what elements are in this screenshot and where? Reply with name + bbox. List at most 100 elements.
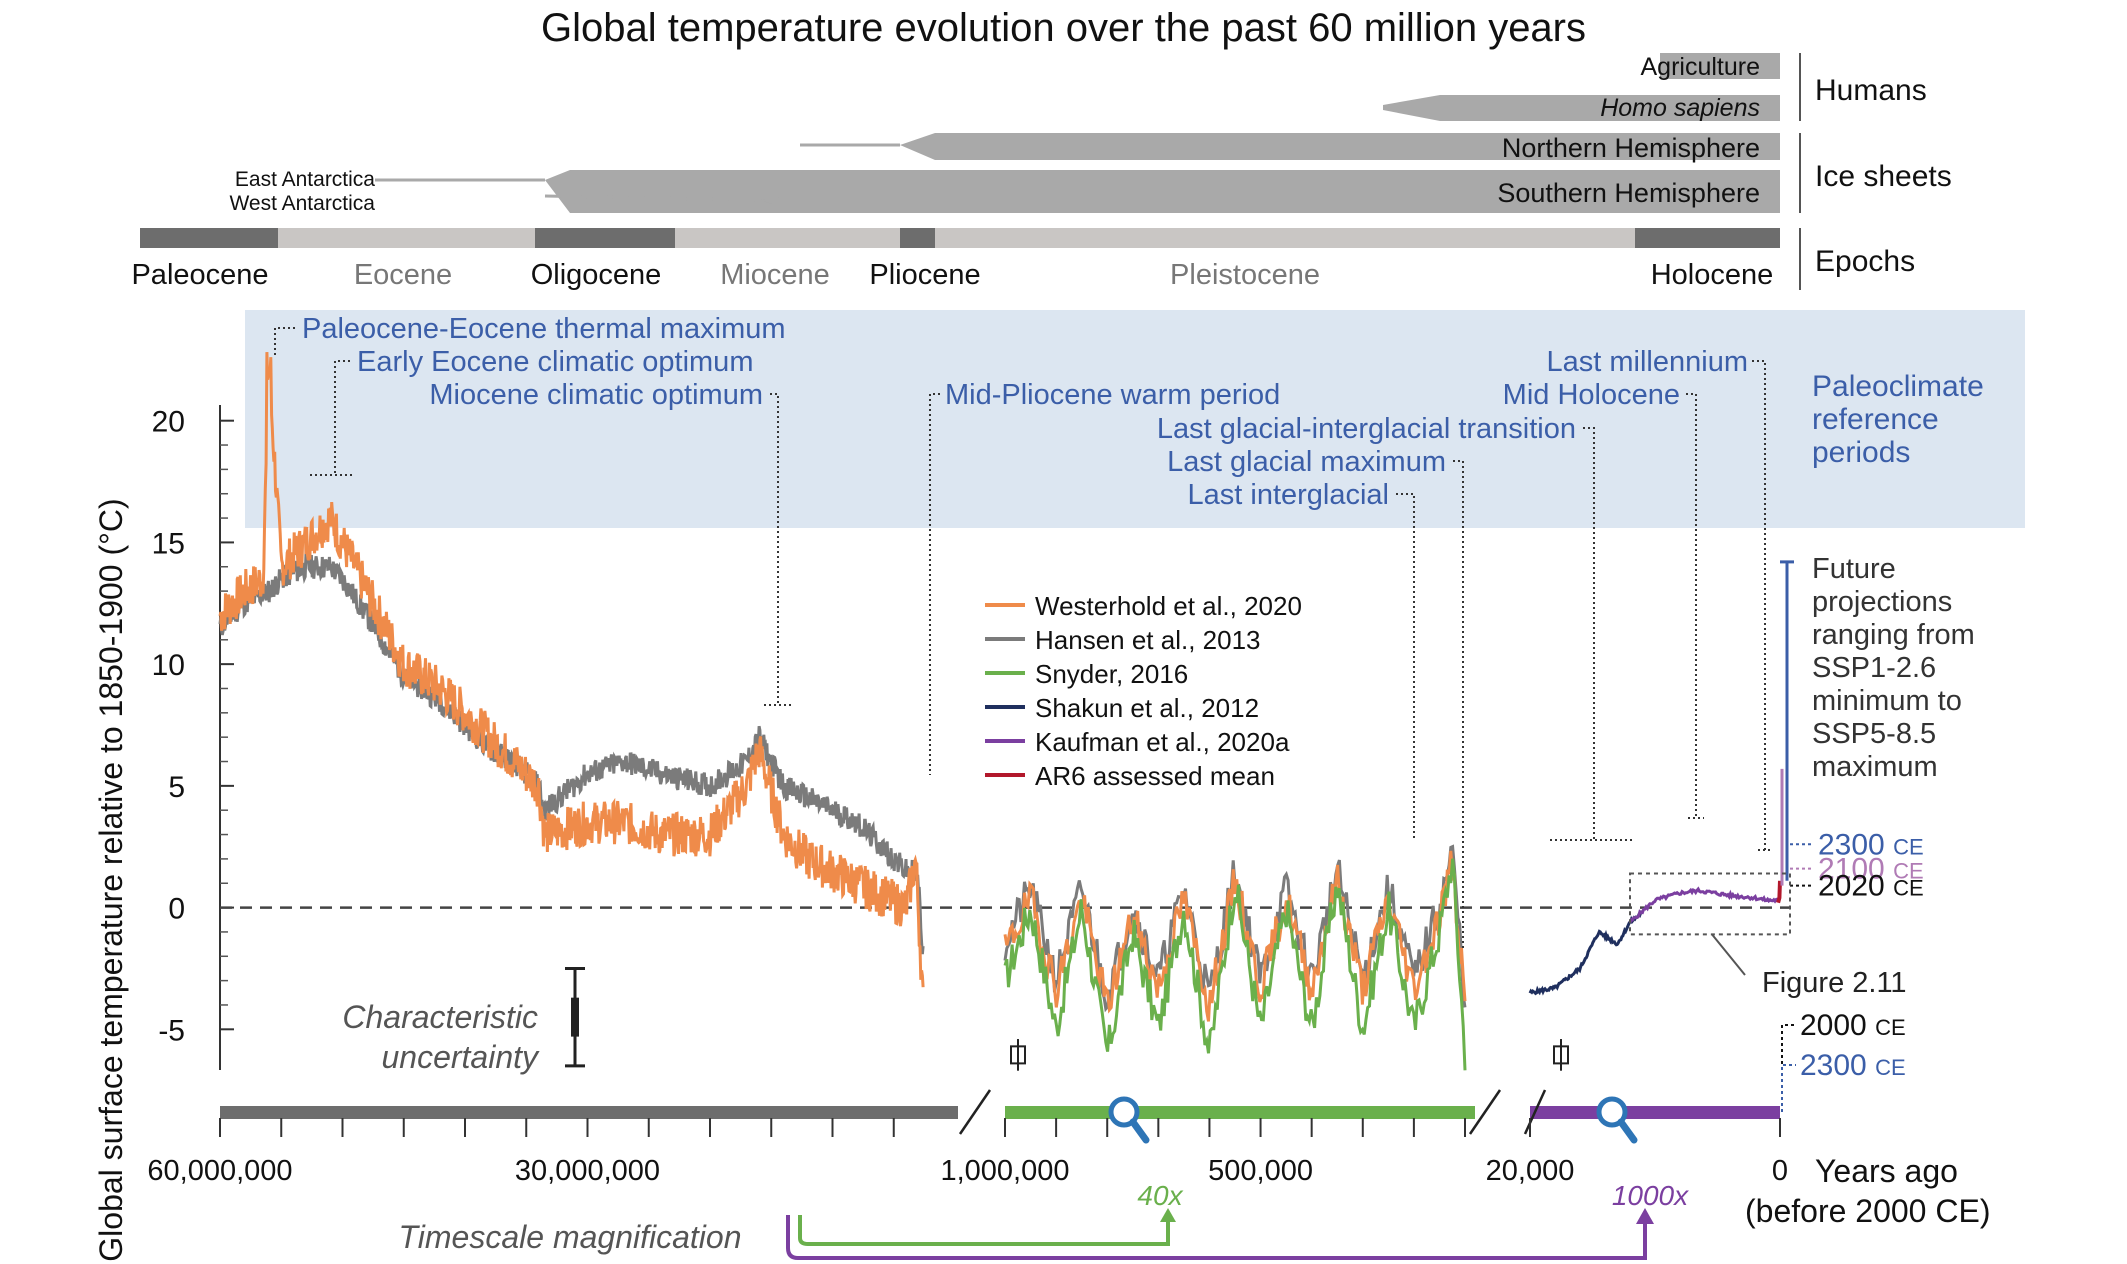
y-tick-label: 20 (152, 406, 185, 439)
ref-label-eeco: Early Eocene climatic optimum (357, 346, 753, 378)
series-line-holocene (1528, 910, 1644, 996)
ref-label-mid-holocene: Mid Holocene (1503, 379, 1680, 411)
epoch-label-eocene: Eocene (354, 259, 452, 291)
epoch-label-pleistocene: Pleistocene (1170, 259, 1320, 291)
ref-leader-mpwp (929, 393, 940, 775)
ice-sheets-label: Ice sheets (1815, 160, 1952, 193)
lower-marker-leader (1781, 1064, 1796, 1112)
era-label: CE (1875, 1055, 1906, 1080)
x-tick-label: 0 (1772, 1155, 1788, 1187)
west-antarctica-arrow (760, 196, 790, 210)
y-tick-label: 5 (168, 771, 185, 804)
y-axis-label: Global surface temperature relative to 1… (93, 498, 129, 1261)
magnifier-icon-handle (1617, 1118, 1638, 1144)
legend-label: Hansen et al., 2013 (1035, 625, 1261, 655)
reference-periods-label: periods (1812, 436, 1910, 469)
ref-label-mco: Miocene climatic optimum (429, 379, 763, 411)
timescale-magnification-label: Timescale magnification (399, 1219, 742, 1255)
ref-leader-mid-holocene (1686, 393, 1704, 819)
magnifier-icon (1108, 1096, 1140, 1128)
homo-sapiens-label: Homo sapiens (1600, 94, 1760, 122)
magnification-1000x: 1000x (1612, 1180, 1689, 1211)
epoch-segment (935, 228, 1635, 248)
ref-leader-lig (1396, 493, 1415, 840)
northern-hemisphere-bar (900, 133, 1780, 160)
era-label: CE (1893, 834, 1924, 859)
x-tick-label: 30,000,000 (515, 1155, 660, 1187)
epoch-label-oligocene: Oligocene (531, 259, 662, 291)
axis-break (958, 1089, 992, 1135)
lower-marker-2300: 2300 CE (1800, 1049, 1906, 1082)
future-projections-text: SSP1-2.6 (1812, 652, 1936, 684)
epoch-segment (900, 228, 935, 248)
epoch-label-pliocene: Pliocene (869, 259, 980, 291)
ref-leader-lgit (1550, 427, 1635, 841)
ref-label-petm: Paleocene-Eocene thermal maximum (302, 313, 786, 345)
epoch-label-holocene: Holocene (1651, 259, 1774, 291)
ref-label-last-millennium: Last millennium (1547, 346, 1748, 378)
figure-ref-label: Figure 2.11 (1762, 967, 1907, 999)
future-projections-text: ranging from (1812, 619, 1975, 651)
epochs-label: Epochs (1815, 245, 1915, 278)
ref-label-lgit: Last glacial-interglacial transition (1157, 413, 1576, 445)
magnification-arrowhead-1000x (1636, 1208, 1654, 1224)
ref-label-mpwp: Mid-Pliocene warm period (945, 379, 1280, 411)
agriculture-bar (1660, 53, 1780, 79)
agriculture-label: Agriculture (1641, 53, 1761, 81)
future-projections-text: projections (1812, 586, 1952, 618)
future-marker-2100: 2100 CE (1818, 853, 1924, 886)
x-tick-label: 20,000 (1486, 1155, 1575, 1187)
magnification-40x: 40x (1137, 1180, 1183, 1211)
epoch-label-paleocene: Paleocene (131, 259, 268, 291)
lower-marker-2000: 2000 CE (1800, 1009, 1906, 1042)
west-antarctica-label: West Antarctica (229, 192, 375, 215)
epoch-segment (278, 228, 535, 248)
ref-leader-mco (764, 393, 792, 706)
northern-hemisphere-label: Northern Hemisphere (1502, 133, 1760, 163)
y-tick-label: 15 (152, 527, 185, 560)
axis-break (1468, 1089, 1502, 1135)
epoch-label-miocene: Miocene (720, 259, 830, 291)
lower-marker-leader (1781, 1024, 1796, 1112)
west-antarctica-thin (544, 194, 761, 202)
series-line-hansen (218, 550, 925, 955)
uncertainty-box (571, 997, 579, 1037)
epoch-segment (1635, 228, 1780, 248)
homo-sapiens-bar (1383, 95, 1780, 121)
epoch-segment (535, 228, 675, 248)
series-line-glacial (1003, 858, 1467, 1071)
humans-label: Humans (1815, 74, 1927, 107)
y-tick-label: 0 (168, 893, 185, 926)
southern-hemisphere-bar (545, 170, 1780, 213)
ref-leader-lgm (1453, 460, 1464, 950)
epoch-segment (675, 228, 900, 248)
series-line-ar6-mean (1776, 880, 1782, 904)
magnifier-icon-handle (1129, 1118, 1150, 1144)
ref-leader-last-millennium (1752, 360, 1772, 851)
axis-break (1523, 1089, 1547, 1135)
future-projections-text: maximum (1812, 751, 1938, 783)
legend-label: Kaufman et al., 2020a (1035, 727, 1290, 757)
magnification-arrowhead-40x (1160, 1208, 1176, 1222)
ref-leader-petm (274, 327, 295, 355)
legend-label: Snyder, 2016 (1035, 659, 1188, 689)
ref-leader-eeco (310, 360, 355, 476)
x-axis-bar-last-20000 (1530, 1106, 1780, 1119)
uncertainty-label: Characteristic (342, 999, 538, 1035)
x-tick-label: 500,000 (1208, 1155, 1313, 1187)
x-axis-bar-deep-time (220, 1106, 958, 1119)
x-tick-label: 1,000,000 (940, 1155, 1069, 1187)
y-tick-label: 10 (152, 649, 185, 682)
reference-period-band (245, 310, 2025, 528)
uncertainty-label: uncertainty (381, 1039, 540, 1075)
figure-ref-box (1629, 872, 1791, 936)
magnifier-icon (1596, 1096, 1628, 1128)
series-line-holocene (1628, 886, 1780, 924)
future-projections-text: minimum to (1812, 685, 1962, 717)
legend-label: AR6 assessed mean (1035, 761, 1275, 791)
x-axis-unit-label: (before 2000 CE) (1745, 1193, 1990, 1229)
series-line-westerhold (218, 352, 925, 988)
reference-periods-label: Paleoclimate (1812, 370, 1984, 403)
x-axis-bar-last-million (1005, 1106, 1475, 1119)
